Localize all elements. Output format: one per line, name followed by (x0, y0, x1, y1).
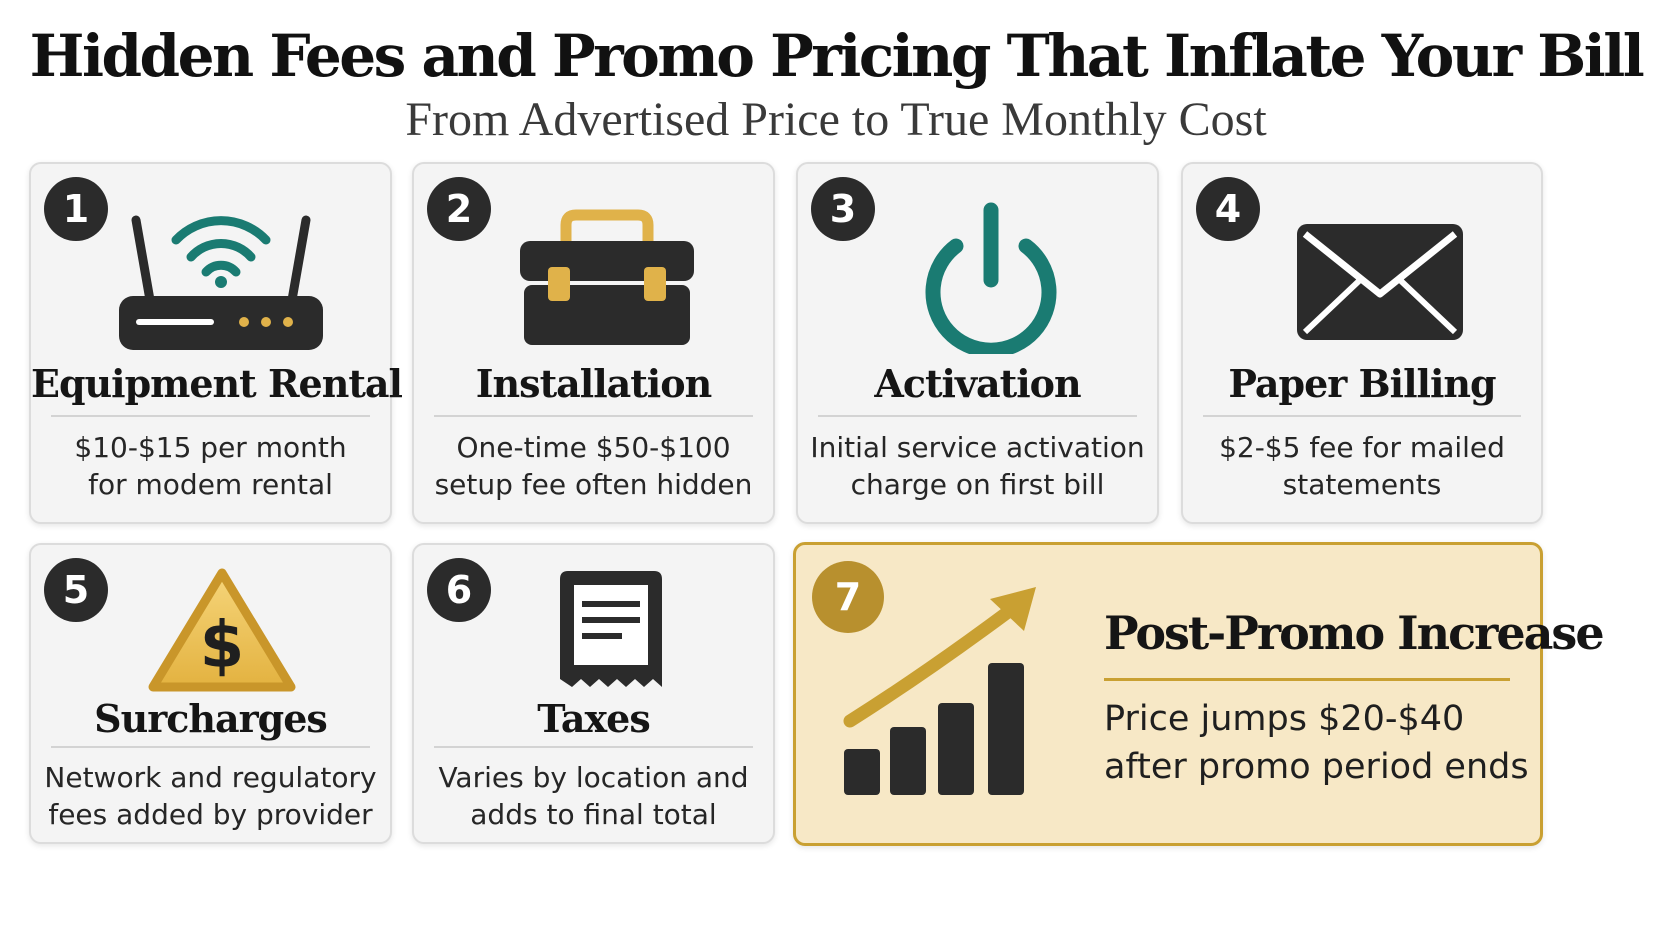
card-paper-billing: 4 Paper Billing $2-$5 fee for mailed sta… (1181, 162, 1543, 524)
card-surcharges: 5 $ Surcharges Network and regulatory fe… (29, 543, 392, 844)
router-wifi-icon (119, 215, 323, 350)
card-equipment-rental: 1 Equipment Rental $10-$15 per month for… (29, 162, 403, 524)
card-description-line: Initial service activation (810, 431, 1145, 464)
page-subtitle: From Advertised Price to True Monthly Co… (405, 93, 1267, 146)
receipt-icon (560, 571, 662, 687)
card-divider (51, 746, 370, 748)
page-title: Hidden Fees and Promo Pricing That Infla… (29, 22, 1645, 90)
card-number-badge: 2 (427, 177, 491, 241)
card-title: Equipment Rental (31, 361, 403, 406)
card-title: Post-Promo Increase (1104, 606, 1605, 660)
card-title: Paper Billing (1228, 361, 1496, 406)
card-description-line: One-time $50-$100 (456, 431, 731, 464)
card-description: Network and regulatory fees added by pro… (31, 759, 390, 833)
card-description: $10-$15 per month for modem rental (31, 429, 390, 503)
card-divider (818, 415, 1137, 417)
card-description: One-time $50-$100 setup fee often hidden (414, 429, 773, 503)
card-description-line: Network and regulatory (44, 761, 377, 794)
card-description: $2-$5 fee for mailed statements (1183, 429, 1541, 503)
card-description-line: $10-$15 per month (74, 431, 347, 464)
toolbox-icon (520, 209, 694, 345)
card-taxes: 6 Taxes Varies by location and adds to f… (412, 543, 775, 844)
card-description-line: Varies by location and (438, 761, 749, 794)
power-icon (925, 202, 1057, 354)
card-number-badge: 4 (1196, 177, 1260, 241)
card-number-badge: 5 (44, 558, 108, 622)
card-title: Surcharges (94, 696, 328, 741)
rising-chart-icon (843, 587, 1036, 795)
svg-text:$: $ (200, 609, 245, 683)
card-divider (1203, 415, 1521, 417)
card-title: Activation (874, 361, 1081, 406)
card-number-badge: 7 (812, 561, 884, 633)
dollar-warning-icon: $ (148, 568, 296, 692)
card-divider (51, 415, 370, 417)
card-installation: 2 Installation One-time $50-$100 setup f… (412, 162, 775, 524)
card-title: Installation (475, 361, 712, 406)
card-description-line: $2-$5 fee for mailed (1219, 431, 1505, 464)
card-title: Taxes (537, 696, 651, 741)
card-number-badge: 6 (427, 558, 491, 622)
card-description-line: setup fee often hidden (434, 468, 753, 501)
card-description-line: adds to final total (470, 798, 717, 831)
card-divider (434, 415, 753, 417)
card-description: Initial service activation charge on fir… (798, 429, 1157, 503)
envelope-icon (1297, 224, 1463, 340)
card-description: Varies by location and adds to final tot… (414, 759, 773, 833)
card-divider (434, 746, 753, 748)
card-description-line: Price jumps $20-$40 (1104, 699, 1465, 739)
card-description-line: after promo period ends (1104, 747, 1529, 787)
card-description: Price jumps $20-$40 after promo period e… (1104, 695, 1529, 791)
card-divider (1104, 678, 1510, 681)
card-number-badge: 3 (811, 177, 875, 241)
card-description-line: charge on first bill (850, 468, 1105, 501)
card-activation: 3 Activation Initial service activation … (796, 162, 1159, 524)
card-description-line: fees added by provider (48, 798, 373, 831)
card-description-line: statements (1282, 468, 1442, 501)
card-number-badge: 1 (44, 177, 108, 241)
card-post-promo-increase: 7 Post-Promo Increase Price jumps $20-$4… (793, 542, 1605, 846)
card-description-line: for modem rental (88, 468, 333, 501)
